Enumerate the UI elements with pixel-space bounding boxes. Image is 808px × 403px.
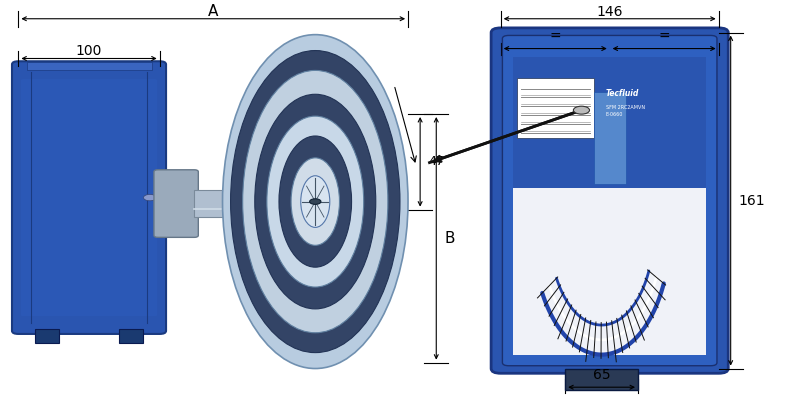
Bar — [35, 329, 59, 343]
Ellipse shape — [267, 116, 364, 287]
Text: =: = — [549, 30, 561, 44]
Ellipse shape — [242, 71, 388, 333]
Text: 47: 47 — [428, 155, 444, 168]
Text: 146: 146 — [596, 5, 623, 19]
Bar — [513, 188, 706, 355]
Bar — [566, 368, 638, 391]
Ellipse shape — [255, 94, 376, 309]
Ellipse shape — [230, 50, 400, 353]
Bar — [513, 56, 706, 188]
FancyBboxPatch shape — [12, 61, 166, 334]
Text: 161: 161 — [739, 193, 765, 208]
Circle shape — [309, 199, 321, 204]
Bar — [517, 78, 594, 138]
Bar — [27, 62, 152, 71]
Text: =: = — [659, 30, 670, 44]
Ellipse shape — [291, 158, 339, 245]
Text: 100: 100 — [76, 44, 102, 58]
Text: A: A — [208, 4, 218, 19]
FancyBboxPatch shape — [503, 35, 717, 366]
Bar — [594, 92, 626, 184]
Ellipse shape — [279, 136, 351, 267]
Ellipse shape — [222, 35, 408, 368]
Text: SFM 2RC2AMVN
E-0660: SFM 2RC2AMVN E-0660 — [606, 105, 645, 117]
FancyBboxPatch shape — [21, 79, 158, 316]
Text: Tecfluid: Tecfluid — [606, 89, 639, 98]
Circle shape — [574, 106, 590, 114]
Text: B: B — [444, 231, 455, 246]
Text: 65: 65 — [593, 368, 610, 382]
Bar — [120, 329, 144, 343]
Circle shape — [144, 194, 157, 201]
Ellipse shape — [301, 176, 330, 227]
FancyBboxPatch shape — [154, 170, 198, 237]
FancyBboxPatch shape — [491, 28, 728, 373]
Text: DN: DN — [243, 174, 299, 191]
Bar — [194, 190, 271, 218]
Text: g: g — [282, 37, 312, 60]
